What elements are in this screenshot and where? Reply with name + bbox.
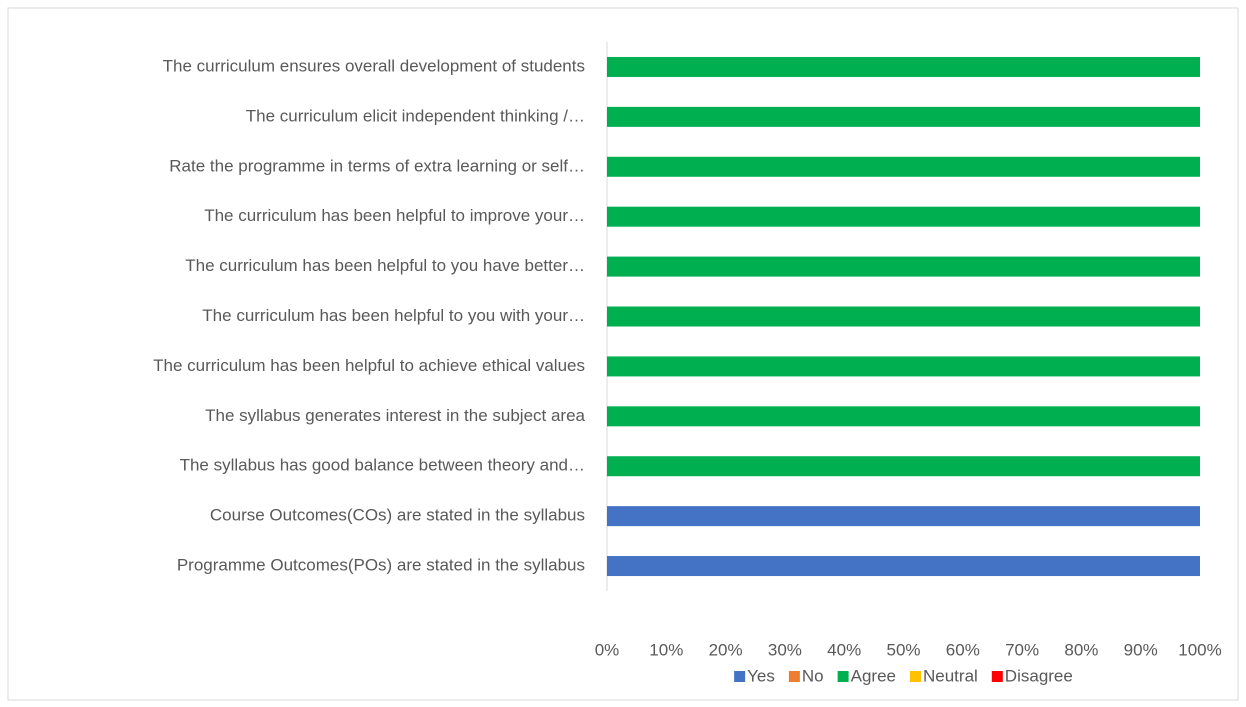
- bar-segment: [607, 107, 1200, 127]
- y-tick-label: The curriculum elicit independent thinki…: [246, 106, 585, 125]
- legend-swatch: [910, 671, 921, 682]
- x-tick-label: 0%: [595, 640, 620, 659]
- legend-swatch: [734, 671, 745, 682]
- legend-label: No: [802, 666, 824, 685]
- legend-label: Neutral: [923, 666, 978, 685]
- x-tick-label: 60%: [946, 640, 980, 659]
- x-tick-label: 70%: [1005, 640, 1039, 659]
- y-tick-label: The curriculum has been helpful to you h…: [185, 256, 585, 275]
- y-tick-label: The syllabus generates interest in the s…: [205, 406, 585, 425]
- bar-segment: [607, 307, 1200, 327]
- legend-swatch: [789, 671, 800, 682]
- x-tick-label: 30%: [768, 640, 802, 659]
- y-tick-label: The curriculum ensures overall developme…: [163, 56, 585, 75]
- chart: 0% 10% 20% 30% 40% 50% 60% 70% 80% 90% 100% The cur…: [0, 0, 1246, 707]
- y-tick-label: Course Outcomes(COs) are stated in the s…: [210, 506, 585, 525]
- legend-label: Agree: [851, 666, 896, 685]
- x-tick-label: 40%: [827, 640, 861, 659]
- bar-segment: [607, 356, 1200, 376]
- x-tick-label: 50%: [886, 640, 920, 659]
- legend-label: Yes: [747, 666, 775, 685]
- bar-segment: [607, 257, 1200, 277]
- y-tick-label: The curriculum has been helpful to you w…: [202, 306, 585, 325]
- y-tick-label: Rate the programme in terms of extra lea…: [169, 156, 585, 175]
- legend-swatch: [992, 671, 1003, 682]
- x-tick-label: 20%: [709, 640, 743, 659]
- legend-swatch: [838, 671, 849, 682]
- bar-segment: [607, 406, 1200, 426]
- y-tick-label: The curriculum has been helpful to impro…: [204, 206, 585, 225]
- y-tick-label: The curriculum has been helpful to achie…: [153, 356, 585, 375]
- bar-segment: [607, 57, 1200, 77]
- bar-segment: [607, 506, 1200, 526]
- bar-segment: [607, 456, 1200, 476]
- bar-segment: [607, 556, 1200, 576]
- x-tick-label: 10%: [649, 640, 683, 659]
- x-tick-label: 90%: [1124, 640, 1158, 659]
- bar-segment: [607, 157, 1200, 177]
- y-tick-label: Programme Outcomes(POs) are stated in th…: [177, 556, 585, 575]
- x-tick-label: 80%: [1064, 640, 1098, 659]
- legend-label: Disagree: [1005, 666, 1073, 685]
- bar-segment: [607, 207, 1200, 227]
- x-tick-label: 100%: [1178, 640, 1221, 659]
- y-tick-label: The syllabus has good balance between th…: [180, 456, 585, 475]
